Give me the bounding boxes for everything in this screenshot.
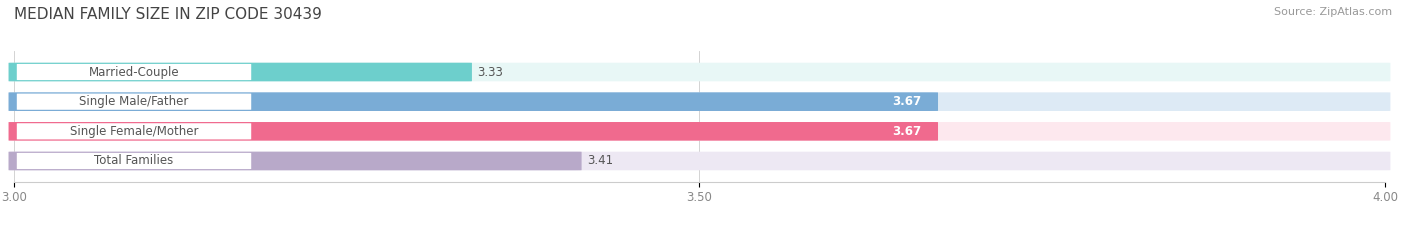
Text: Single Female/Mother: Single Female/Mother [70, 125, 198, 138]
Text: Source: ZipAtlas.com: Source: ZipAtlas.com [1274, 7, 1392, 17]
FancyBboxPatch shape [8, 92, 938, 111]
Text: Total Families: Total Families [94, 154, 173, 168]
FancyBboxPatch shape [8, 122, 938, 141]
FancyBboxPatch shape [17, 94, 252, 110]
Text: 3.33: 3.33 [478, 65, 503, 79]
FancyBboxPatch shape [8, 152, 582, 170]
FancyBboxPatch shape [8, 152, 1391, 170]
FancyBboxPatch shape [8, 122, 1391, 141]
Text: Single Male/Father: Single Male/Father [79, 95, 188, 108]
FancyBboxPatch shape [8, 63, 472, 81]
Text: 3.67: 3.67 [893, 125, 921, 138]
FancyBboxPatch shape [8, 63, 1391, 81]
FancyBboxPatch shape [17, 123, 252, 139]
Text: 3.67: 3.67 [893, 95, 921, 108]
Text: 3.41: 3.41 [588, 154, 613, 168]
Text: Married-Couple: Married-Couple [89, 65, 180, 79]
FancyBboxPatch shape [17, 153, 252, 169]
FancyBboxPatch shape [8, 92, 1391, 111]
Text: MEDIAN FAMILY SIZE IN ZIP CODE 30439: MEDIAN FAMILY SIZE IN ZIP CODE 30439 [14, 7, 322, 22]
FancyBboxPatch shape [17, 64, 252, 80]
